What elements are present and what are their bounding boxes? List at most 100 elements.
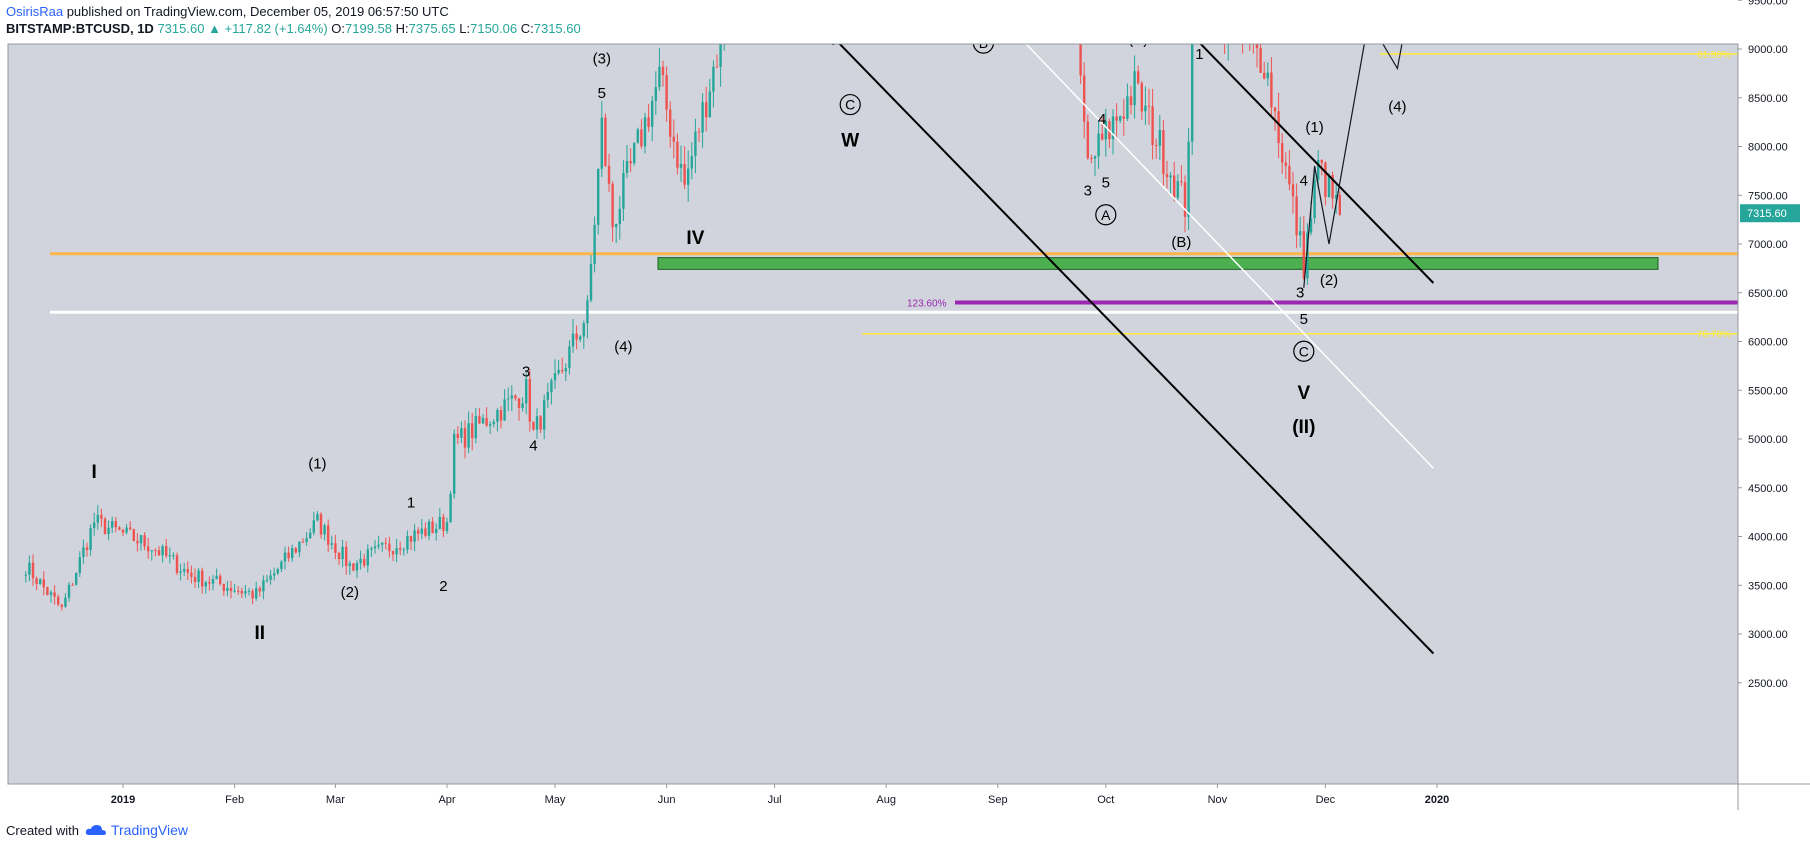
author-link[interactable]: OsirisRaa <box>6 4 64 19</box>
candle-body <box>1331 174 1334 199</box>
candle <box>305 531 308 546</box>
candle-body <box>1249 30 1251 37</box>
high-value: 7375.65 <box>408 21 456 36</box>
candle <box>478 408 481 425</box>
candle-body <box>384 542 387 544</box>
candle-body <box>121 529 125 533</box>
candle <box>60 604 63 611</box>
symbol-label[interactable]: BITSTAMP:BTCUSD, 1D <box>6 21 154 36</box>
candle <box>507 387 510 412</box>
candle-body <box>1165 174 1169 178</box>
y-tick-label: 4000.00 <box>1748 532 1788 544</box>
candle-body <box>715 66 719 68</box>
candle-body <box>1295 196 1298 236</box>
candle-body <box>1324 162 1327 197</box>
candle-body <box>1213 0 1215 25</box>
candle-body <box>1169 175 1172 178</box>
candle-body <box>1144 105 1147 112</box>
candle-body <box>1281 143 1284 163</box>
wave-circle <box>839 93 861 116</box>
candle <box>579 334 582 343</box>
candle <box>643 112 647 154</box>
candle-body <box>154 550 157 552</box>
candle <box>1140 80 1143 121</box>
candle-body <box>611 183 614 228</box>
candle <box>118 526 121 531</box>
candle <box>183 563 186 577</box>
candle-body <box>1122 116 1125 119</box>
x-tick-label: Sep <box>988 794 1008 806</box>
candle <box>453 429 456 499</box>
candle-body <box>143 535 146 547</box>
candle <box>589 255 593 303</box>
candle <box>831 0 833 16</box>
candle-body <box>575 333 578 340</box>
candle-body <box>1288 165 1291 185</box>
candle <box>35 576 38 591</box>
candle-body <box>525 379 528 404</box>
wave-label: (B) <box>1171 234 1191 251</box>
candle <box>193 568 197 588</box>
candle <box>1324 161 1327 206</box>
candle-body <box>319 514 323 535</box>
candle-body <box>979 0 981 2</box>
candle-body <box>481 417 485 424</box>
candle-body <box>305 538 308 542</box>
candle-body <box>442 516 445 532</box>
candle-body <box>201 570 204 587</box>
candle <box>1180 165 1183 187</box>
candle-body <box>687 168 690 185</box>
black-trend-line <box>838 44 1435 655</box>
candle <box>262 575 265 600</box>
candle-body <box>431 521 434 534</box>
candle <box>42 571 45 596</box>
wave-label: (3) <box>593 51 611 68</box>
candle-body <box>337 552 341 560</box>
white-trend-line <box>1025 44 1434 469</box>
candle <box>1270 57 1273 118</box>
y-tick-label: 6500.00 <box>1748 288 1788 300</box>
candle-body <box>377 544 380 547</box>
candle-body <box>301 541 305 543</box>
candle <box>258 586 261 597</box>
candle-body <box>449 493 452 523</box>
candle <box>334 534 337 560</box>
candle-body <box>723 3 725 30</box>
candle <box>1313 165 1316 224</box>
candle <box>211 575 215 591</box>
candle <box>561 357 564 374</box>
candle-body <box>463 428 467 448</box>
tradingview-brand-link[interactable]: TradingView <box>110 822 189 838</box>
candle-body <box>211 579 215 584</box>
candle <box>989 0 991 13</box>
candle-body <box>363 558 366 566</box>
candle-body <box>597 168 600 225</box>
candle-body <box>514 395 517 399</box>
candle <box>179 563 182 581</box>
candle <box>359 550 362 570</box>
candle-body <box>1277 111 1280 144</box>
candle-body <box>633 142 636 164</box>
candle-body <box>413 530 416 542</box>
candle <box>1097 119 1100 169</box>
candle-body <box>1129 96 1133 106</box>
candle-body <box>139 535 143 544</box>
candle-body <box>460 428 463 438</box>
price-change: ▲ +117.82 (+1.64%) <box>208 21 328 36</box>
candle <box>319 512 323 539</box>
candle-body <box>1115 116 1118 121</box>
candle-body <box>132 529 135 542</box>
candle-body <box>647 117 650 127</box>
candle-body <box>190 572 193 577</box>
candle <box>229 580 233 599</box>
candle-body <box>654 87 657 101</box>
level-label: 123.60% <box>907 299 947 310</box>
candle <box>1338 191 1341 216</box>
candle <box>622 160 625 222</box>
x-tick-label: Aug <box>876 794 896 806</box>
candle-body <box>251 590 254 599</box>
candle-body <box>168 555 171 557</box>
candle-body <box>1238 12 1240 33</box>
candle <box>697 127 701 143</box>
